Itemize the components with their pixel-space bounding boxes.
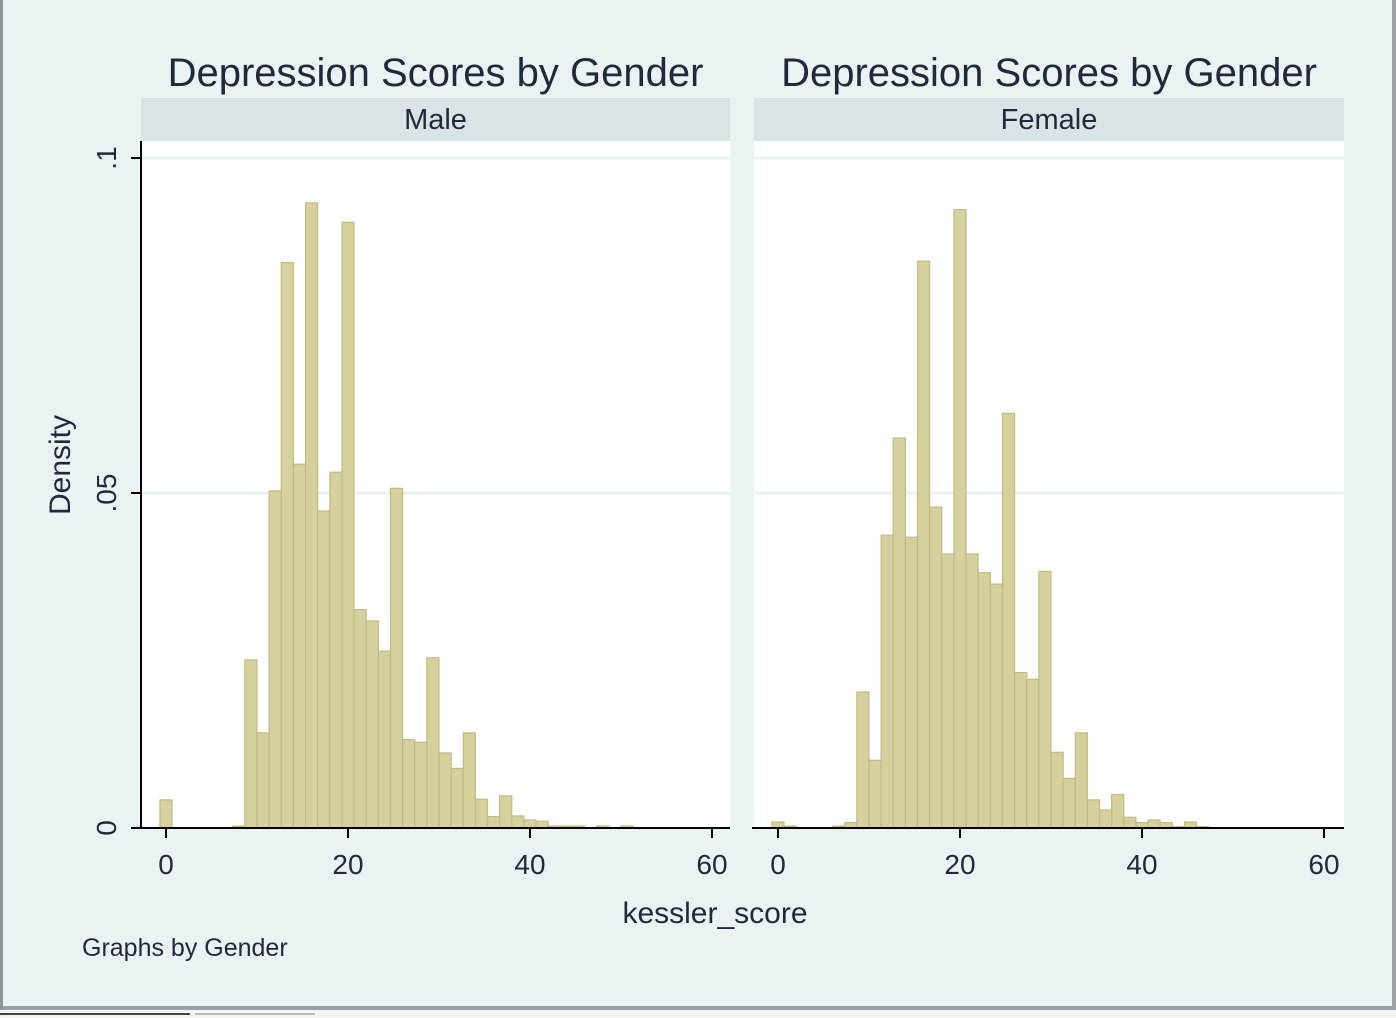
- histogram-bar: [989, 583, 1004, 829]
- panel-strip: [754, 98, 1344, 141]
- histogram-bar: [462, 732, 476, 829]
- x-tick-label: 20: [332, 849, 363, 880]
- x-tick-label: 0: [158, 849, 174, 880]
- x-tick-label: 40: [514, 849, 545, 880]
- histogram-bar: [450, 767, 464, 829]
- histogram-bar: [402, 738, 416, 829]
- histogram-bar: [486, 816, 501, 829]
- histogram-bar: [868, 759, 882, 829]
- x-tick-label: 0: [770, 849, 786, 880]
- x-axis-label: kessler_score: [622, 897, 807, 930]
- status-bar-segment: [0, 1013, 190, 1015]
- graphs-by-note: Graphs by Gender: [82, 934, 288, 962]
- histogram-bar: [426, 657, 440, 829]
- histogram-bar: [268, 490, 282, 829]
- window-bottom-strip: [0, 1010, 1396, 1018]
- y-axis-label: Density: [44, 415, 77, 515]
- panel-title: Depression Scores by Gender: [781, 51, 1317, 95]
- histogram-bar: [1086, 799, 1101, 829]
- histogram-bar: [892, 437, 906, 829]
- x-tick-label: 60: [1308, 849, 1339, 880]
- panel-strip: [141, 98, 730, 141]
- histogram-bar: [916, 260, 931, 829]
- panels: Depression Scores by Gender Male 0 20 40 60 0.…: [91, 51, 1344, 880]
- histogram-bar: [904, 536, 919, 829]
- histogram-bar: [953, 208, 967, 829]
- histogram-bar: [365, 620, 379, 829]
- histogram-bar: [523, 819, 537, 829]
- histogram-bar: [159, 799, 173, 829]
- histogram-bar: [1014, 671, 1028, 829]
- histogram-bar: [280, 261, 294, 829]
- histogram-bar: [377, 650, 392, 829]
- x-tick-label: 40: [1126, 849, 1157, 880]
- histogram-bar: [1001, 412, 1016, 829]
- x-tick-label: 20: [944, 849, 975, 880]
- histogram-bar: [880, 534, 894, 829]
- histogram-bar: [535, 820, 549, 829]
- y-tick-label: .1: [91, 146, 122, 169]
- histogram-bar: [1123, 816, 1137, 829]
- window-left-border: [0, 0, 3, 1010]
- histogram-bar: [1038, 570, 1052, 829]
- histogram-bar: [965, 553, 979, 829]
- x-tick-label: 60: [696, 849, 727, 880]
- histogram-bar: [256, 732, 270, 829]
- y-tick-label: 0: [91, 820, 122, 836]
- histogram-bar: [941, 553, 955, 829]
- histogram-bar: [353, 608, 367, 829]
- histogram-bar: [511, 815, 525, 829]
- histogram-bar: [244, 659, 258, 829]
- histogram-bar: [499, 795, 513, 829]
- histogram-bar: [317, 510, 331, 829]
- y-tick-label: .05: [91, 474, 122, 513]
- histogram-bar: [389, 487, 404, 829]
- histogram-bar: [292, 463, 307, 829]
- status-bar-segment: [195, 1013, 315, 1015]
- histogram-bar: [438, 752, 452, 829]
- histogram-bar: [977, 572, 991, 829]
- histogram-bar: [1026, 678, 1040, 829]
- histogram-bar: [856, 691, 870, 829]
- histogram-bar: [1074, 732, 1088, 829]
- histogram-bar: [304, 202, 319, 829]
- panel-strip-label: Female: [1001, 104, 1098, 136]
- histogram-bar: [329, 471, 343, 829]
- panel-strip-label: Male: [404, 104, 467, 136]
- histogram-bar: [1050, 751, 1064, 829]
- histogram-bar: [1147, 819, 1161, 829]
- histogram-bar: [929, 506, 943, 829]
- histogram-bar: [341, 221, 355, 829]
- histogram-bar: [1098, 809, 1113, 829]
- histogram-bar: [1062, 777, 1076, 829]
- panel-male: Depression Scores by Gender Male 0 20 40 60 0.…: [91, 51, 730, 880]
- histogram-bar: [414, 741, 428, 829]
- histogram-bar: [1111, 793, 1125, 829]
- panel-female: Depression Scores by Gender Female 0 20 40 60: [752, 51, 1344, 880]
- panel-title: Depression Scores by Gender: [168, 51, 704, 95]
- histogram-bar: [474, 798, 489, 829]
